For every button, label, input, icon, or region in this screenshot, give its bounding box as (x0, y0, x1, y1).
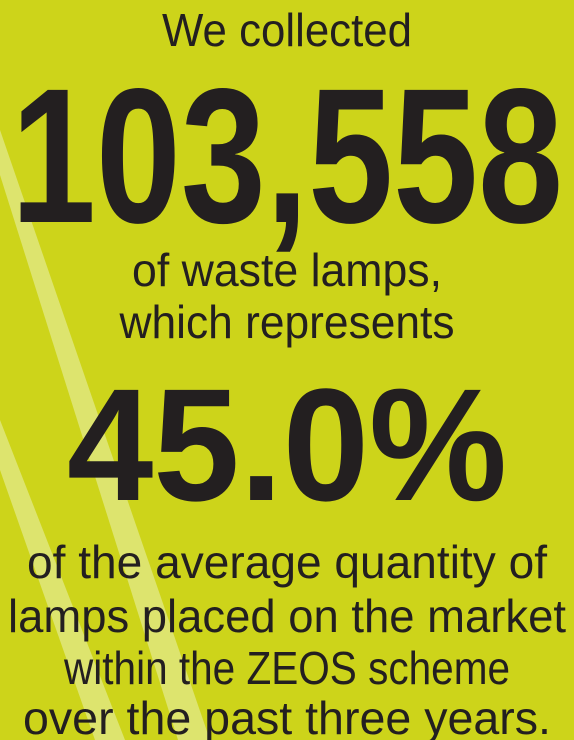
stripe (0, 130, 210, 740)
closing-line: lamps placed on the market (8, 590, 566, 642)
stripe (0, 420, 125, 740)
closing-line: over the past three years. (23, 692, 551, 740)
closing-line: within the ZEOS scheme (63, 642, 510, 694)
collected-amount: 103,558 (11, 48, 563, 263)
share-value: 45.0% (67, 355, 507, 534)
middle-line: which represents (119, 296, 455, 348)
closing-line: of the average quantity of (27, 536, 547, 588)
middle-line: of waste lamps, (132, 244, 442, 296)
intro-text: We collected (162, 4, 412, 56)
